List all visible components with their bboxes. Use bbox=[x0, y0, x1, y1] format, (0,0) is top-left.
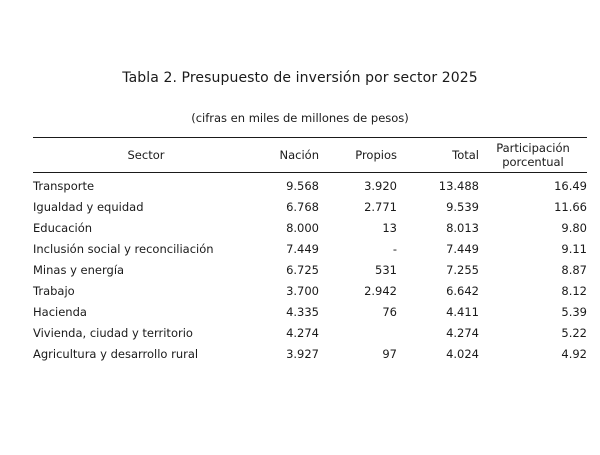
cell-propios: 2.942 bbox=[364, 283, 397, 298]
cell-nacion: 8.000 bbox=[286, 220, 319, 235]
table-row: Hacienda 4.335 76 4.411 5.39 bbox=[33, 301, 587, 322]
table-row: Vivienda, ciudad y territorio 4.274 4.274 5… bbox=[33, 322, 587, 343]
cell-total: 13.488 bbox=[438, 178, 479, 193]
header-total: Total bbox=[397, 137, 479, 173]
cell-sector: Minas y energía bbox=[33, 262, 125, 277]
table-title: Tabla 2. Presupuesto de inversión por se… bbox=[122, 70, 478, 86]
cell-nacion: 6.725 bbox=[286, 262, 319, 277]
cell-participacion: 8.12 bbox=[561, 283, 587, 298]
cell-participacion: 11.66 bbox=[554, 199, 587, 214]
header-row: Sector Nación Propios Total Participació… bbox=[33, 137, 587, 173]
table-row: Minas y energía 6.725 531 7.255 8.87 bbox=[33, 259, 587, 280]
cell-total: 4.274 bbox=[446, 325, 479, 340]
cell-sector: Hacienda bbox=[33, 304, 87, 319]
cell-total: 7.449 bbox=[446, 241, 479, 256]
cell-total: 8.013 bbox=[446, 220, 479, 235]
cell-total: 9.539 bbox=[446, 199, 479, 214]
table-body: Transporte 9.568 3.920 13.488 16.49 Igualdad … bbox=[33, 173, 587, 365]
cell-sector: Educación bbox=[33, 220, 93, 235]
cell-sector: Vivienda, ciudad y territorio bbox=[33, 325, 193, 340]
header-sector: Sector bbox=[33, 137, 259, 173]
cell-nacion: 4.335 bbox=[286, 304, 319, 319]
header-participacion: Participación porcentual bbox=[479, 137, 587, 173]
cell-total: 7.255 bbox=[446, 262, 479, 277]
cell-nacion: 4.274 bbox=[286, 325, 319, 340]
cell-nacion: 3.700 bbox=[286, 283, 319, 298]
cell-propios: 2.771 bbox=[364, 199, 397, 214]
cell-nacion: 3.927 bbox=[286, 346, 319, 361]
table-row: Igualdad y equidad 6.768 2.771 9.539 11.66 bbox=[33, 196, 587, 217]
table-header: Sector Nación Propios Total Participació… bbox=[33, 137, 587, 173]
header-nacion: Nación bbox=[259, 137, 319, 173]
budget-table: Sector Nación Propios Total Participació… bbox=[33, 137, 587, 364]
cell-participacion: 8.87 bbox=[561, 262, 587, 277]
cell-nacion: 7.449 bbox=[286, 241, 319, 256]
cell-participacion: 5.22 bbox=[561, 325, 587, 340]
cell-sector: Inclusión social y reconciliación bbox=[33, 241, 214, 256]
cell-propios: 76 bbox=[382, 304, 397, 319]
cell-propios: 13 bbox=[382, 220, 397, 235]
table-subtitle: (cifras en miles de millones de pesos) bbox=[191, 111, 409, 125]
table-row: Trabajo 3.700 2.942 6.642 8.12 bbox=[33, 280, 587, 301]
table-row: Transporte 9.568 3.920 13.488 16.49 bbox=[33, 173, 587, 197]
cell-sector: Agricultura y desarrollo rural bbox=[33, 346, 199, 361]
cell-participacion: 4.92 bbox=[561, 346, 587, 361]
table-row: Educación 8.000 13 8.013 9.80 bbox=[33, 217, 587, 238]
cell-propios: - bbox=[392, 241, 397, 256]
cell-propios: 97 bbox=[382, 346, 397, 361]
table-row: Agricultura y desarrollo rural 3.927 97 4.0… bbox=[33, 343, 587, 364]
header-propios: Propios bbox=[319, 137, 397, 173]
cell-propios bbox=[319, 322, 397, 343]
cell-participacion: 9.11 bbox=[561, 241, 587, 256]
cell-propios: 531 bbox=[375, 262, 397, 277]
cell-nacion: 6.768 bbox=[286, 199, 319, 214]
table-row: Inclusión social y reconciliación 7.449 - 7… bbox=[33, 238, 587, 259]
cell-participacion: 16.49 bbox=[554, 178, 587, 193]
cell-total: 4.411 bbox=[446, 304, 479, 319]
cell-nacion: 9.568 bbox=[286, 178, 319, 193]
cell-total: 4.024 bbox=[446, 346, 479, 361]
cell-sector: Transporte bbox=[33, 178, 95, 193]
cell-participacion: 9.80 bbox=[561, 220, 587, 235]
cell-sector: Igualdad y equidad bbox=[33, 199, 144, 214]
cell-sector: Trabajo bbox=[33, 283, 75, 298]
cell-total: 6.642 bbox=[446, 283, 479, 298]
cell-propios: 3.920 bbox=[364, 178, 397, 193]
cell-participacion: 5.39 bbox=[561, 304, 587, 319]
